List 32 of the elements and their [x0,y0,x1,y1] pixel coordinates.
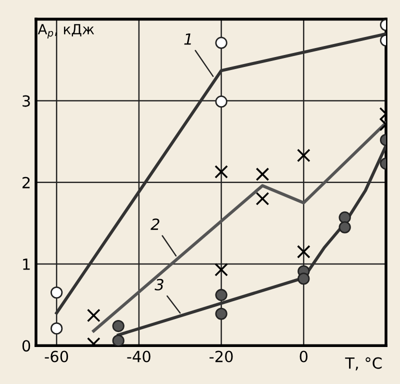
y-tick-label: 1 [23,258,30,270]
x-axis-title: T, °C [345,357,382,370]
y-tick-label: 2 [22,176,30,188]
point [338,221,351,234]
x-tick-label: -40 [127,350,150,362]
point [214,165,228,179]
y-axis-title: A$_{р}$, кДж [38,24,94,39]
point [296,148,310,162]
x-tick-label: -60 [44,350,68,362]
point [256,192,270,206]
x-tick-label: 0 [300,350,308,362]
y-tick-label: 3 [22,95,30,107]
annotation: 1 [184,33,191,45]
point [112,320,124,332]
point [298,272,310,285]
point [338,211,351,224]
point [215,36,228,49]
point [256,168,270,181]
line-series [92,121,386,332]
point [296,245,310,258]
point [86,308,100,322]
y-tick-label: 0 [22,340,30,352]
point [215,308,228,320]
point [50,286,63,299]
point [215,288,228,302]
point [112,334,124,346]
x-tick-label: -20 [210,350,233,362]
point [215,96,228,108]
annotation: 2 [150,218,160,230]
annotation: 3 [154,278,164,290]
point [214,262,228,276]
point [50,322,63,335]
